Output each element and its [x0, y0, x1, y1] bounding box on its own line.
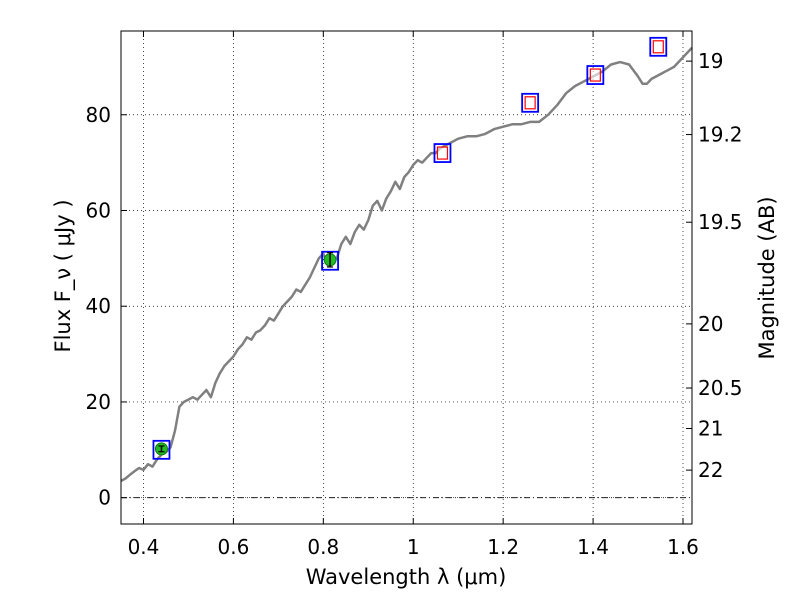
- mag-tick-label: 20.5: [698, 376, 743, 400]
- y-tick-label: 60: [86, 198, 111, 222]
- plot-frame: [120, 30, 693, 525]
- mag-tick-label: 22: [698, 458, 723, 482]
- x-axis-label: Wavelength λ (μm): [306, 565, 507, 589]
- y-tick-label: 40: [86, 294, 111, 318]
- x-tick-label: 0.4: [128, 535, 160, 559]
- x-tick-label: 1.2: [487, 535, 519, 559]
- model-photometry-marker: [433, 143, 452, 163]
- model-photometry-marker: [586, 65, 605, 85]
- y-tick-label: 80: [86, 103, 111, 127]
- upper-limit-marker: [589, 68, 601, 82]
- x-tick-label: 1.4: [577, 535, 609, 559]
- spectrum-layer: [120, 46, 693, 483]
- model-photometry-marker: [521, 92, 540, 113]
- model-photometry-marker: [649, 36, 668, 57]
- x-tick-label: 0.6: [217, 535, 249, 559]
- mag-tick-label: 20: [698, 312, 723, 336]
- y-tick-label: 20: [86, 390, 111, 414]
- mag-tick-label: 19.2: [698, 123, 743, 147]
- spectrum-line: [120, 46, 693, 483]
- mag-tick-label: 21: [698, 416, 723, 440]
- y-axis-label: Flux F_ν ( μJy ): [51, 199, 76, 352]
- tick-labels: 0.4 0.6 0.8 1 1.2 1.4 1.6 0 20 40 60 80 19 19.2 19.5 20…: [86, 49, 743, 559]
- x-tick-label: 0.8: [307, 535, 339, 559]
- y-tick-label: 0: [98, 486, 111, 510]
- x-tick-label: 1: [407, 535, 420, 559]
- model-photometry-marker: [321, 250, 339, 271]
- ticks: [121, 31, 692, 524]
- mag-tick-label: 19.5: [698, 210, 743, 234]
- upper-limit-marker: [652, 40, 664, 54]
- x-tick-label: 1.6: [667, 535, 699, 559]
- upper-limit-marker: [524, 96, 536, 110]
- upper-limit-marker: [436, 146, 449, 160]
- photometry-layer: [152, 36, 668, 460]
- model-photometry-marker: [152, 439, 171, 460]
- mag-tick-label: 19: [698, 49, 723, 73]
- y-axis-right-label: Magnitude (AB): [755, 196, 779, 359]
- grid: [121, 31, 692, 524]
